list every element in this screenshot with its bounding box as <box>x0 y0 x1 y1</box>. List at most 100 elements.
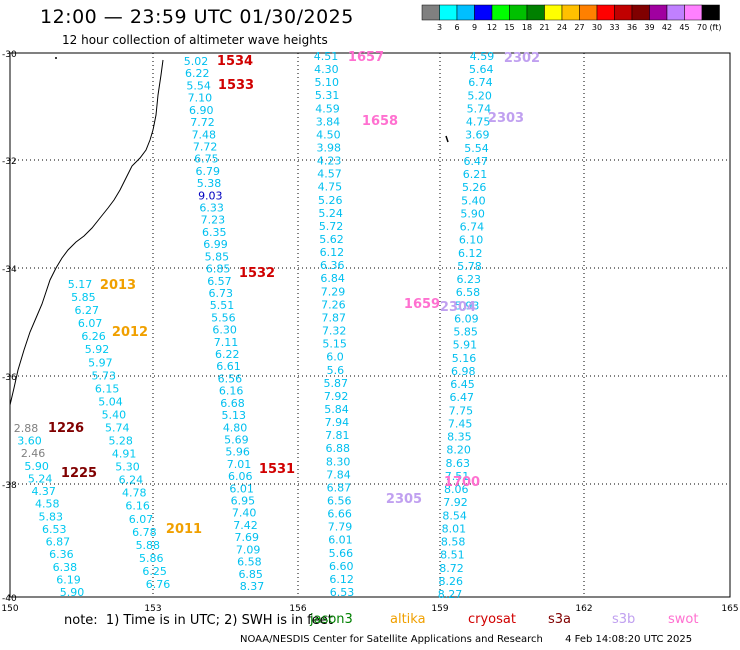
swh-value: 5.15 <box>322 338 347 351</box>
pass-label: 1659 <box>404 297 440 312</box>
longitude-tick-label: 159 <box>431 604 448 614</box>
swh-value: 6.61 <box>216 360 241 373</box>
swh-value: 7.92 <box>324 390 349 403</box>
swh-value: 5.83 <box>39 510 64 523</box>
swh-value: 6.27 <box>75 304 100 317</box>
colorbar-swatch <box>666 4 685 21</box>
swh-value: 3.60 <box>17 435 42 448</box>
swh-value: 4.59 <box>315 102 340 115</box>
swh-value: 6.56 <box>327 494 352 507</box>
swh-value: 4.37 <box>31 485 56 498</box>
swh-value: 6.12 <box>458 247 483 260</box>
swh-value: 6.47 <box>449 391 474 404</box>
swh-value: 8.35 <box>447 431 472 444</box>
colorbar-tick-label: 27 <box>574 23 584 32</box>
swh-value: 7.69 <box>235 531 260 544</box>
swh-value: 6.74 <box>468 76 493 89</box>
swh-value: 6.23 <box>456 273 481 286</box>
swh-value: 3.69 <box>465 129 490 142</box>
swh-value: 5.96 <box>225 446 250 459</box>
swh-value: 5.56 <box>211 311 236 324</box>
coastline <box>9 59 164 406</box>
swh-value: 6.57 <box>207 275 232 288</box>
swh-value: 6.58 <box>237 556 262 569</box>
swh-value: 8.58 <box>441 536 466 549</box>
swh-value: 6.78 <box>132 526 157 539</box>
swh-value: 6.90 <box>189 104 214 117</box>
swh-value: 6.33 <box>199 202 224 215</box>
pass-label: 1532 <box>239 266 275 281</box>
swh-value: 6.84 <box>320 272 345 285</box>
pass-label: 2303 <box>488 111 524 126</box>
swh-value: 5.26 <box>462 181 487 194</box>
swh-value: 6.87 <box>327 481 352 494</box>
swh-value: 5.40 <box>461 194 486 207</box>
swh-value: 5.40 <box>102 408 127 421</box>
swh-value: 6.73 <box>208 287 233 300</box>
swh-value: 6.98 <box>451 365 476 378</box>
colorbar-tick-label: 30 <box>592 23 602 32</box>
swh-value: 6.12 <box>320 246 345 259</box>
pass-label: 2011 <box>166 522 202 537</box>
swh-value: 7.94 <box>325 416 350 429</box>
swh-value: 5.38 <box>197 177 222 190</box>
swh-value: 4.23 <box>317 155 342 168</box>
colorbar-swatch <box>631 4 650 21</box>
pass-label: 1658 <box>362 114 398 129</box>
swh-value: 7.51 <box>445 470 470 483</box>
swh-value: 5.87 <box>324 377 349 390</box>
swh-value: 4.50 <box>316 128 341 141</box>
swh-value: 6.12 <box>329 573 354 586</box>
colorbar-unit: (ft) <box>709 23 721 32</box>
swh-value: 5.02 <box>184 55 209 68</box>
swh-value: 5.66 <box>329 547 354 560</box>
swh-value: 4.59 <box>470 50 495 63</box>
colorbar-tick-label: 39 <box>644 23 654 32</box>
colorbar-tick-label: 9 <box>472 23 477 32</box>
swh-value: 4.78 <box>122 487 147 500</box>
swh-value: 7.09 <box>236 543 261 556</box>
swh-value: 6.16 <box>125 500 150 513</box>
swh-value: 5.90 <box>60 586 85 599</box>
swh-value: 2.46 <box>21 447 46 460</box>
pass-label: 1225 <box>61 466 97 481</box>
satellite-legend-altika: altika <box>390 612 426 627</box>
swh-value: 7.29 <box>321 285 346 298</box>
swh-value: 6.22 <box>185 67 210 80</box>
swh-value: 5.92 <box>85 343 110 356</box>
swh-value: 6.56 <box>218 372 243 385</box>
swh-value: 7.32 <box>322 325 347 338</box>
colorbar-swatch <box>544 4 563 21</box>
longitude-tick-label: 162 <box>575 604 592 614</box>
swh-value: 5.85 <box>205 250 230 263</box>
colorbar-swatch <box>596 4 615 21</box>
colorbar-swatch <box>509 4 528 21</box>
swh-value: 5.74 <box>467 102 492 115</box>
swh-value: 3.98 <box>316 142 341 155</box>
swh-value: 7.01 <box>227 458 252 471</box>
swh-value: 6.99 <box>203 238 228 251</box>
swh-value: 6.07 <box>78 317 103 330</box>
swh-value: 8.20 <box>446 444 471 457</box>
island-marker <box>55 57 57 59</box>
swh-value: 4.57 <box>317 168 342 181</box>
swh-value: 6.36 <box>320 259 345 272</box>
colorbar-tick-label: 24 <box>557 23 567 32</box>
swh-value: 6.58 <box>456 286 481 299</box>
latitude-tick-label: -38 <box>2 481 17 491</box>
swh-value: 4.80 <box>223 421 248 434</box>
pass-label: 1533 <box>218 78 254 93</box>
swh-value: 5.88 <box>136 539 161 552</box>
satellite-legend-s3a: s3a <box>548 612 572 627</box>
swh-value: 6.01 <box>328 534 353 547</box>
swh-value: 5.24 <box>318 207 343 220</box>
swh-value: 6.53 <box>330 586 355 599</box>
swh-value: 3.84 <box>316 115 341 128</box>
swh-value: 5.51 <box>210 299 235 312</box>
swh-value: 8.27 <box>438 588 463 601</box>
swh-value: 7.84 <box>326 468 351 481</box>
swh-value: 7.75 <box>449 404 474 417</box>
longitude-tick-label: 156 <box>289 604 306 614</box>
swh-value: 4.75 <box>466 116 491 129</box>
